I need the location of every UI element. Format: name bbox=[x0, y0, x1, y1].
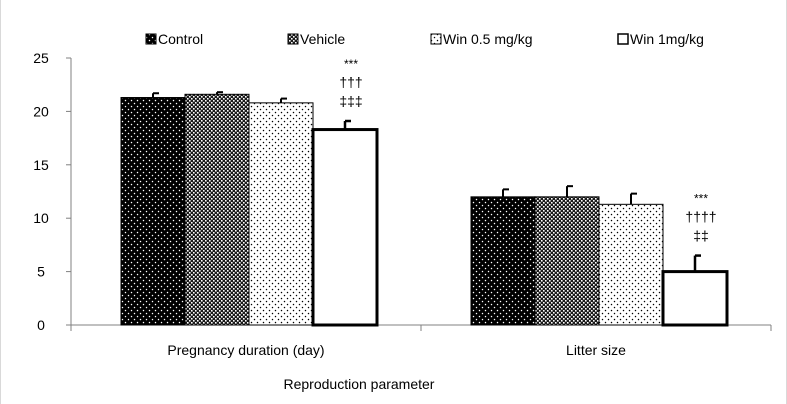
legend-swatch bbox=[430, 33, 442, 45]
bar bbox=[470, 196, 536, 326]
bar bbox=[661, 270, 729, 327]
legend-label: Win 1mg/kg bbox=[630, 31, 704, 47]
y-tick-label: 10 bbox=[33, 210, 49, 226]
bar bbox=[184, 93, 250, 326]
x-tick-label: Pregnancy duration (day) bbox=[167, 342, 324, 358]
bar bbox=[120, 97, 186, 326]
x-tick-label: Litter size bbox=[566, 342, 626, 358]
legend-label: Control bbox=[158, 31, 203, 47]
y-tick-label: 5 bbox=[37, 264, 45, 280]
x-axis-title: Reproduction parameter bbox=[284, 376, 435, 392]
legend-label: Win 0.5 mg/kg bbox=[443, 31, 532, 47]
legend-label: Vehicle bbox=[300, 31, 345, 47]
bar bbox=[248, 102, 314, 326]
y-tick-label: 15 bbox=[33, 157, 49, 173]
significance-annotation: ‡‡ bbox=[693, 228, 709, 244]
significance-annotation: *** bbox=[344, 57, 358, 71]
bar bbox=[311, 128, 379, 327]
legend-swatch bbox=[287, 33, 299, 45]
significance-annotation: ‡‡‡ bbox=[339, 93, 362, 109]
bars bbox=[120, 91, 729, 327]
bar bbox=[598, 203, 664, 326]
y-tick-label: 20 bbox=[33, 103, 49, 119]
x-axis: Pregnancy duration (day) Litter size bbox=[70, 324, 772, 358]
legend-swatch bbox=[617, 33, 629, 45]
y-axis: 0 5 10 15 20 25 bbox=[33, 50, 72, 333]
annotations: *** ††† ‡‡‡ *** †††† ‡‡ bbox=[339, 57, 716, 244]
bar bbox=[534, 196, 600, 326]
legend-swatch bbox=[145, 33, 157, 45]
y-tick-label: 25 bbox=[33, 50, 49, 66]
y-tick-label: 0 bbox=[37, 317, 45, 333]
legend: Control Vehicle Win 0.5 mg/kg Win 1mg/kg bbox=[145, 31, 704, 47]
significance-annotation: †††† bbox=[685, 209, 716, 225]
significance-annotation: ††† bbox=[339, 74, 362, 90]
significance-annotation: *** bbox=[694, 192, 708, 206]
